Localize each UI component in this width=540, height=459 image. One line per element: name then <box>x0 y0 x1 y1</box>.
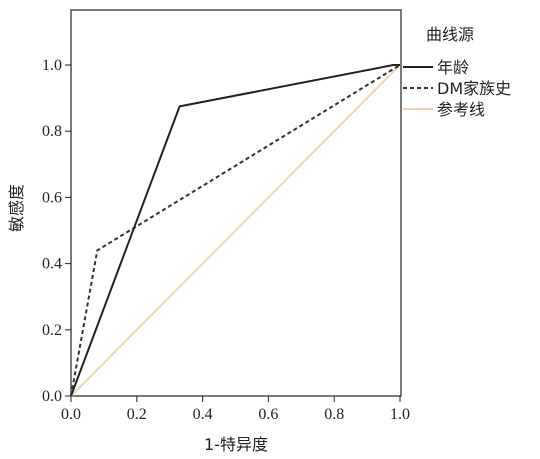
y-tick-label: 0.2 <box>42 322 62 339</box>
y-tick-label: 0.6 <box>42 189 62 206</box>
series-line-age <box>70 64 400 397</box>
series-layer <box>70 64 401 397</box>
y-tick-label: 0.8 <box>42 123 62 140</box>
legend-label-dm-family-history: DM家族史 <box>437 79 511 98</box>
x-tick-label: 0.6 <box>258 406 278 423</box>
y-tick-label: 1.0 <box>42 57 62 74</box>
plot-frame <box>70 9 402 397</box>
x-tick-label: 1.0 <box>390 406 410 423</box>
legend-label-reference: 参考线 <box>437 100 485 119</box>
x-axis-ticks: 0.0 0.2 0.4 0.6 0.8 1.0 <box>61 396 410 423</box>
y-tick-label: 0.0 <box>42 388 62 405</box>
series-line-dm-family-history <box>70 64 401 397</box>
series-line-reference <box>70 64 401 397</box>
x-tick-label: 0.2 <box>127 406 147 423</box>
x-axis-title: 1-特异度 <box>204 435 268 454</box>
x-tick-label: 0.0 <box>61 406 81 423</box>
legend-title: 曲线源 <box>426 25 474 44</box>
y-axis-ticks: 0.0 0.2 0.4 0.6 0.8 1.0 <box>42 57 71 405</box>
x-tick-label: 0.4 <box>193 406 213 423</box>
x-tick-label: 0.8 <box>324 406 344 423</box>
y-axis-title: 敏感度 <box>7 184 26 232</box>
legend-label-age: 年龄 <box>437 58 469 77</box>
y-tick-label: 0.4 <box>42 256 62 273</box>
